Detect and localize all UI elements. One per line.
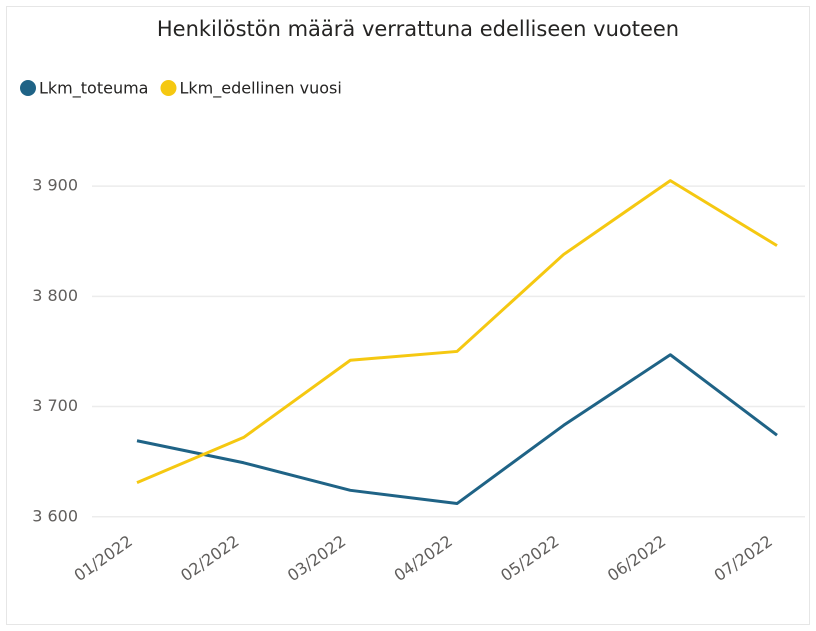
x-tick-label: 06/2022 [604,531,669,585]
legend-marker [160,80,177,96]
line-series [136,179,778,484]
x-tick-label: 05/2022 [497,531,562,585]
chart-title: Henkilöstön määrä verrattuna edelliseen … [157,17,679,41]
y-tick-label: 3 900 [32,176,78,195]
grid [92,185,805,518]
x-tick-label: 03/2022 [284,531,349,585]
x-tick-label: 02/2022 [177,531,242,585]
frame [6,6,810,625]
x-tick-label: 07/2022 [711,531,776,585]
x-tick-label: 01/2022 [71,531,136,585]
legend-label: Lkm_edellinen vuosi [179,79,341,99]
x-tick-label: 04/2022 [391,531,456,585]
y-tick-label: 3 600 [32,506,78,525]
line-series [136,353,778,506]
legend-label: Lkm_toteuma [39,79,148,99]
plot [136,179,778,506]
y-tick-label: 3 800 [32,286,78,305]
y-tick-label: 3 700 [32,396,78,415]
legend-marker [20,80,36,96]
